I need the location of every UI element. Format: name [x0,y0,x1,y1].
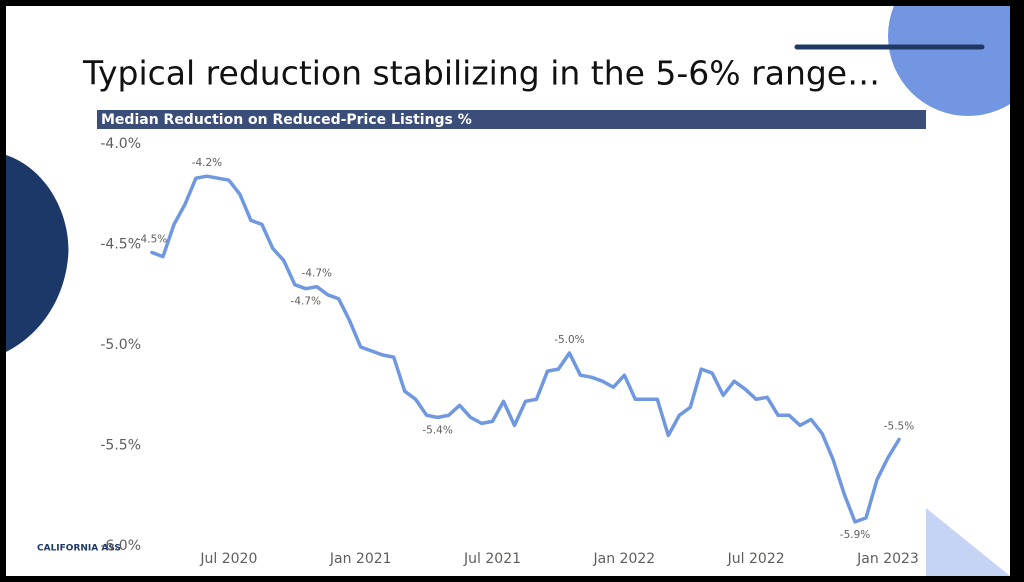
data-label: -4.2% [192,157,222,169]
x-tick-label: Jan 2022 [593,551,656,567]
data-label: -5.9% [840,529,870,541]
y-tick-label: -4.0% [100,136,141,152]
decor-left-shape [6,155,69,352]
y-tick-label: -4.5% [100,237,141,253]
y-tick-label: -5.0% [100,337,141,353]
decor-corner [926,508,1010,576]
data-label: -5.4% [422,424,452,436]
x-tick-label: Jan 2021 [329,551,392,567]
slide-background [6,6,1010,576]
decor-blob [888,6,1010,116]
data-label: -5.5% [884,420,914,432]
y-tick-label: -5.5% [100,438,141,454]
x-tick-label: Jul 2021 [463,551,521,567]
chart-header-bar [97,110,926,129]
x-tick-label: Jan 2023 [856,551,919,567]
y-tick-label: -6.0% [100,538,141,554]
data-label: -4.7% [302,268,332,280]
data-label: -4.7% [291,296,321,308]
line-series [150,174,901,524]
data-label: -5.0% [554,334,584,346]
footer-logo: CALIFORNIA ASS [37,544,121,554]
data-label: -4.5% [137,234,167,246]
x-tick-label: Jul 2020 [199,551,257,567]
chart-title: Median Reduction on Reduced-Price Listin… [101,112,472,128]
x-tick-label: Jul 2022 [727,551,785,567]
slide-title: Typical reduction stabilizing in the 5-6… [82,54,880,93]
